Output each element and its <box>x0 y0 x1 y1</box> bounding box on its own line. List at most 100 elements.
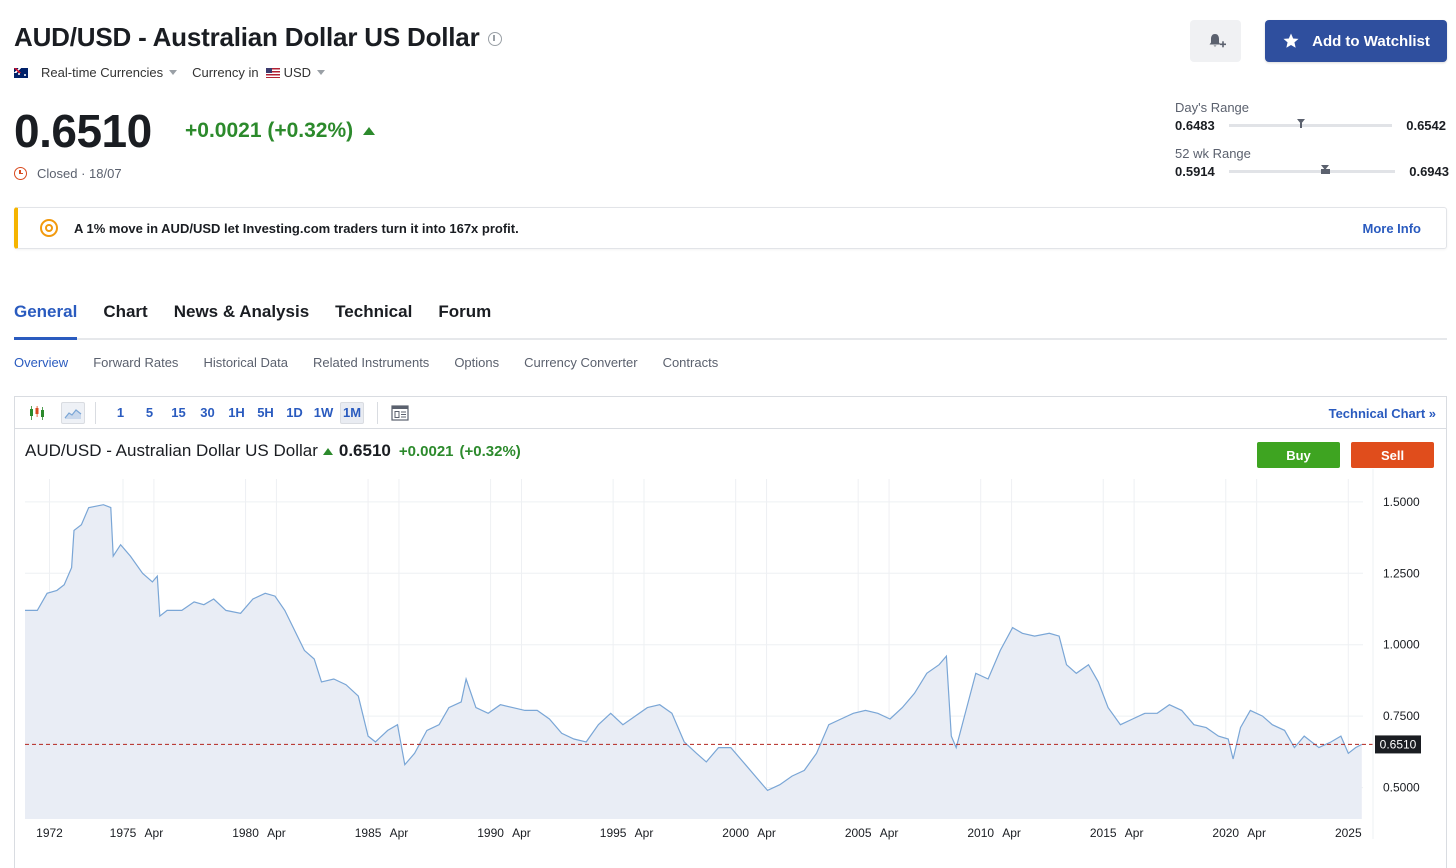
last-price-label: 0.6510 <box>1380 737 1417 751</box>
52wk-range-label: 52 wk Range <box>1175 146 1251 161</box>
sell-button[interactable]: Sell <box>1351 442 1434 468</box>
chevron-down-icon[interactable] <box>317 70 326 75</box>
x-tick-label: 1985 <box>355 826 382 840</box>
y-tick-label: 1.5000 <box>1383 495 1420 509</box>
x-tick-label: 1975 <box>110 826 137 840</box>
y-tick-label: 0.5000 <box>1383 781 1420 795</box>
days-range-marker-bar <box>1299 123 1302 128</box>
days-range: Day's Range 0.6483 0.6542 <box>1175 100 1446 133</box>
area-chart-icon[interactable] <box>61 401 85 424</box>
promo-banner: A 1% move in AUD/USD let Investing.com t… <box>14 207 1447 249</box>
create-alert-button[interactable] <box>1190 20 1241 62</box>
x-tick-label: Apr <box>145 826 164 840</box>
x-tick-label: Apr <box>757 826 776 840</box>
x-tick-label: 2000 <box>722 826 749 840</box>
x-tick-label: Apr <box>1125 826 1144 840</box>
page-title: AUD/USD - Australian Dollar US Dollar <box>14 22 502 53</box>
y-tick-label: 1.2500 <box>1383 566 1420 580</box>
subtab-options[interactable]: Options <box>454 355 500 370</box>
watchlist-label: Add to Watchlist <box>1312 32 1430 50</box>
x-tick-label: 2015 <box>1090 826 1117 840</box>
price-change-value: +0.0021 (+0.32%) <box>185 119 354 142</box>
chart-instrument-name: AUD/USD - Australian Dollar US Dollar <box>25 441 318 460</box>
subtab-related-instruments[interactable]: Related Instruments <box>312 355 430 370</box>
timeframe-30[interactable]: 30 <box>200 405 215 420</box>
chart-price: 0.6510 <box>338 441 391 460</box>
price-change: +0.0021 (+0.32%) <box>185 119 376 143</box>
52wk-range-marker <box>1321 165 1330 170</box>
sub-tabs: Overview Forward Rates Historical Data R… <box>14 355 743 370</box>
timeframe-1d[interactable]: 1D <box>286 405 303 420</box>
timeframe-1h[interactable]: 1H <box>228 405 245 420</box>
market-type[interactable]: Real-time Currencies <box>41 65 164 80</box>
main-tabs: General Chart News & Analysis Technical … <box>14 300 1447 340</box>
subtab-historical-data[interactable]: Historical Data <box>203 355 288 370</box>
chart-change-pct: (+0.32%) <box>459 442 521 460</box>
australia-flag-icon <box>14 67 28 78</box>
market-status-text: Closed · 18/07 <box>37 166 122 181</box>
series-line <box>25 504 1363 792</box>
days-range-marker <box>1296 119 1305 124</box>
market-status: Closed · 18/07 <box>14 166 122 181</box>
toolbar-divider <box>95 401 96 424</box>
y-tick-label: 0.7500 <box>1383 709 1420 723</box>
x-tick-label: 2025 <box>1335 826 1362 840</box>
indicators-icon[interactable] <box>388 402 412 424</box>
x-tick-label: Apr <box>267 826 286 840</box>
chart-header: AUD/USD - Australian Dollar US Dollar 0.… <box>25 441 521 461</box>
timeframe-1m[interactable]: 1M <box>340 401 364 424</box>
last-price-tag <box>1375 735 1421 754</box>
add-to-watchlist-button[interactable]: Add to Watchlist <box>1265 20 1447 62</box>
x-tick-label: 1990 <box>477 826 504 840</box>
chevron-down-icon[interactable] <box>169 70 178 75</box>
timeframe-15[interactable]: 15 <box>171 405 186 420</box>
subtab-overview[interactable]: Overview <box>14 355 69 370</box>
currency-value[interactable]: USD <box>283 65 312 80</box>
52wk-range-high: 0.6943 <box>1409 164 1449 179</box>
x-tick-label: Apr <box>512 826 531 840</box>
x-tick-label: 2005 <box>845 826 872 840</box>
timeframe-1w[interactable]: 1W <box>313 405 334 420</box>
tab-chart[interactable]: Chart <box>103 302 148 321</box>
timeframe-1[interactable]: 1 <box>116 405 125 420</box>
clock-icon <box>14 167 27 180</box>
x-tick-label: 1995 <box>600 826 627 840</box>
timeframe-5[interactable]: 5 <box>145 405 154 420</box>
candlestick-icon[interactable] <box>25 402 49 424</box>
instrument-title: AUD/USD - Australian Dollar US Dollar <box>14 22 480 52</box>
subtab-currency-converter[interactable]: Currency Converter <box>524 355 638 370</box>
instrument-meta: Real-time Currencies Currency in USD <box>14 65 326 80</box>
target-icon <box>40 219 58 237</box>
tab-technical[interactable]: Technical <box>335 302 413 321</box>
last-price: 0.6510 <box>14 105 152 157</box>
tab-news-analysis[interactable]: News & Analysis <box>173 302 310 321</box>
days-range-label: Day's Range <box>1175 100 1250 115</box>
x-tick-label: 2010 <box>967 826 994 840</box>
tab-general[interactable]: General <box>14 300 78 340</box>
technical-chart-link[interactable]: Technical Chart » <box>1328 406 1436 421</box>
price-chart[interactable]: Investing.com0.65101.50001.25001.00000.7… <box>15 397 1446 868</box>
x-tick-label: Apr <box>635 826 654 840</box>
days-range-high: 0.6542 <box>1406 118 1446 133</box>
days-range-bar <box>1229 119 1392 128</box>
52wk-range: 52 wk Range 0.5914 0.6943 <box>1175 146 1449 179</box>
x-tick-label: 2020 <box>1212 826 1239 840</box>
bell-plus-icon <box>1209 34 1226 48</box>
x-tick-label: Apr <box>1002 826 1021 840</box>
subtab-contracts[interactable]: Contracts <box>662 355 719 370</box>
y-tick-label: 1.0000 <box>1383 638 1420 652</box>
buy-button[interactable]: Buy <box>1257 442 1340 468</box>
timeframe-5h[interactable]: 5H <box>257 405 274 420</box>
currency-label: Currency in <box>192 65 259 80</box>
x-tick-label: Apr <box>1247 826 1266 840</box>
chart-toolbar: 1 5 15 30 1H 5H 1D 1W 1M Technical Chart… <box>15 397 1446 429</box>
x-tick-label: 1980 <box>232 826 259 840</box>
info-icon[interactable] <box>487 31 502 46</box>
more-info-link[interactable]: More Info <box>1362 220 1422 236</box>
52wk-range-low: 0.5914 <box>1175 164 1215 179</box>
tab-forum[interactable]: Forum <box>438 302 492 321</box>
star-icon <box>1283 33 1299 48</box>
x-tick-label: 1972 <box>36 826 63 840</box>
52wk-range-bar <box>1229 165 1395 174</box>
subtab-forward-rates[interactable]: Forward Rates <box>93 355 179 370</box>
